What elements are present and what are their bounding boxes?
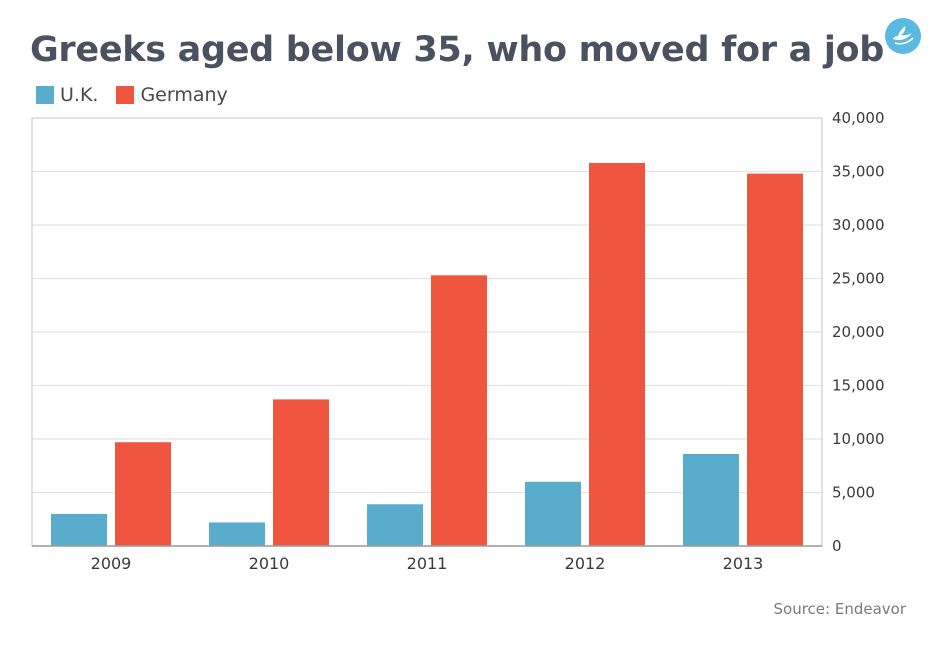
chart-title: Greeks aged below 35, who moved for a jo… <box>30 30 885 70</box>
y-tick-label: 30,000 <box>832 216 885 234</box>
legend-label-uk: U.K. <box>60 84 99 106</box>
bar-germany-2010 <box>273 399 329 546</box>
y-tick-label: 40,000 <box>832 109 885 127</box>
x-tick-label: 2011 <box>407 554 448 573</box>
y-tick-label: 15,000 <box>832 377 885 395</box>
bar-germany-2012 <box>589 162 645 546</box>
y-tick-label: 35,000 <box>832 163 885 181</box>
bar-uk-2010 <box>209 522 265 546</box>
legend-swatch-germany <box>116 86 135 104</box>
legend-swatch-uk <box>36 86 54 104</box>
x-tick-label: 2010 <box>249 554 290 573</box>
bar-uk-2009 <box>51 513 107 546</box>
x-tick-label: 2013 <box>723 554 764 573</box>
y-tick-label: 5,000 <box>832 484 875 502</box>
y-tick-label: 25,000 <box>832 270 885 288</box>
legend-label-germany: Germany <box>140 84 228 106</box>
legend: U.K. Germany <box>36 84 246 106</box>
x-tick-label: 2012 <box>565 554 606 573</box>
bird-logo-icon <box>885 18 921 54</box>
bar-uk-2012 <box>525 481 581 546</box>
bar-germany-2009 <box>115 442 171 546</box>
y-tick-label: 0 <box>832 537 842 555</box>
x-tick-label: 2009 <box>91 554 132 573</box>
y-tick-label: 10,000 <box>832 430 885 448</box>
y-tick-label: 20,000 <box>832 323 885 341</box>
bar-germany-2013 <box>747 173 803 546</box>
bar-uk-2011 <box>367 504 423 546</box>
legend-item-uk: U.K. <box>36 84 98 106</box>
bar-germany-2011 <box>431 275 487 546</box>
source-note: Source: Endeavor <box>773 600 907 618</box>
legend-item-germany: Germany <box>116 84 228 106</box>
bar-uk-2013 <box>683 453 739 546</box>
